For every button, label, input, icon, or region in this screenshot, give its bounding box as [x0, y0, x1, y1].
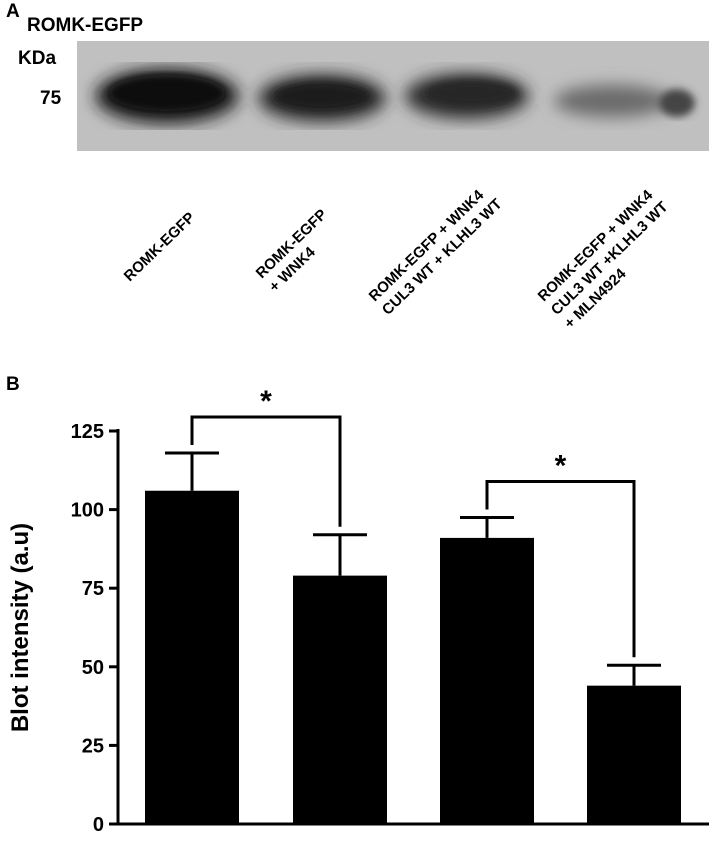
panel-a-letter: A: [6, 1, 20, 22]
bar: [145, 490, 239, 824]
y-axis-label: Blot intensity (a.u): [7, 523, 34, 732]
lane-label-line: CUL3 WT + KLHL3 WT: [378, 195, 506, 319]
significance-star: *: [260, 385, 272, 418]
lane-label-line: CUL3 WT +KLHL3 WT: [547, 198, 672, 319]
y-tick-label: 100: [71, 500, 104, 522]
significance-bracket: [190, 415, 342, 527]
molecular-weight-unit: KDa: [18, 48, 57, 69]
lane-label-3: ROMK-EGFP + WNK4 CUL3 WT + KLHL3 WT: [365, 181, 506, 319]
lane-label-2: ROMK-EGFP + WNK4: [252, 205, 344, 296]
y-tick-label: 25: [82, 735, 104, 757]
panel-b-letter: B: [6, 374, 20, 395]
significance-star: *: [555, 449, 567, 482]
bar: [293, 575, 387, 824]
significance-bracket: [485, 479, 636, 658]
lane-label-4: ROMK-EGFP + WNK4 CUL3 WT +KLHL3 WT + MLN49…: [534, 184, 685, 333]
y-tick-label: 75: [82, 578, 104, 600]
lane-label-1: ROMK-EGFP: [120, 208, 199, 285]
western-blot-image: [77, 41, 709, 151]
bar: [440, 537, 534, 824]
y-tick-label: 125: [71, 421, 104, 443]
bar: [587, 685, 681, 824]
blot-title: ROMK-EGFP: [27, 15, 144, 36]
bar-chart: 0 25 50 75 100 125 Blot intensity (a.u) * *: [7, 385, 709, 836]
molecular-weight-marker: 75: [40, 88, 62, 109]
y-tick-label: 0: [93, 814, 104, 836]
lane-label-line: ROMK-EGFP + WNK4: [365, 186, 488, 305]
lane-label-line: ROMK-EGFP: [120, 209, 199, 285]
y-tick-label: 50: [82, 657, 104, 679]
blot-band-4: [554, 85, 670, 117]
